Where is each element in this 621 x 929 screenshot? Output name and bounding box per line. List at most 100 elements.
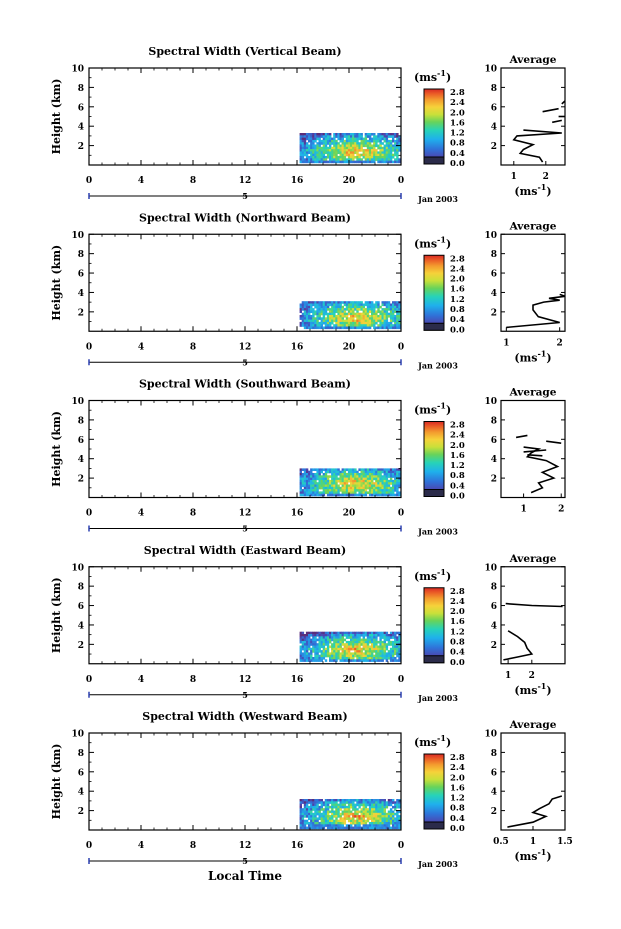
heatmap-cell bbox=[354, 482, 357, 485]
heatmap-cell bbox=[366, 477, 370, 481]
heatmap-cell bbox=[345, 493, 349, 497]
heatmap-cell bbox=[316, 303, 319, 307]
heatmap-cell bbox=[339, 640, 342, 644]
heatmap-cell bbox=[345, 479, 349, 483]
heatmap-cell bbox=[387, 133, 391, 136]
heatmap-cell bbox=[335, 149, 338, 152]
heatmap-cell bbox=[345, 301, 349, 304]
heatmap-cell bbox=[371, 144, 374, 148]
heatmap-cell bbox=[316, 475, 319, 478]
heatmap-cell bbox=[333, 324, 336, 327]
heatmap-cell bbox=[389, 135, 393, 138]
heatmap-cell bbox=[379, 149, 382, 152]
heatmap-cell bbox=[343, 151, 347, 154]
heatmap-cell bbox=[394, 805, 397, 809]
heatmap-cell bbox=[360, 133, 363, 136]
heatmap-cell bbox=[377, 310, 380, 313]
heatmap-cell bbox=[345, 151, 349, 154]
heatmap-cell bbox=[366, 156, 370, 159]
heatmap-cell bbox=[381, 317, 384, 320]
heatmap-cell bbox=[387, 149, 391, 152]
heatmap-cell bbox=[389, 657, 393, 660]
heatmap-cell bbox=[396, 315, 399, 318]
heatmap-cell bbox=[301, 151, 305, 154]
heatmap-cell bbox=[339, 493, 342, 497]
heatmap-cell bbox=[329, 303, 332, 307]
heatmap-cell bbox=[299, 158, 302, 161]
heatmap-cell bbox=[335, 640, 338, 644]
heatmap-cell bbox=[312, 149, 315, 152]
heatmap-cell bbox=[371, 321, 374, 325]
heatmap-cell bbox=[377, 153, 380, 157]
colorbar-tick-label: 2.4 bbox=[450, 597, 465, 607]
heatmap-cell bbox=[324, 822, 328, 825]
colorbar-unit: (ms-1) bbox=[414, 733, 451, 749]
heatmap-cell bbox=[314, 824, 317, 827]
heatmap-cell bbox=[331, 149, 334, 152]
heatmap-cell bbox=[387, 153, 391, 157]
heatmap-cell bbox=[385, 156, 389, 159]
average-x-tick-label: 2 bbox=[557, 338, 563, 348]
heatmap-cell bbox=[310, 135, 313, 138]
heatmap-cell bbox=[356, 801, 359, 804]
heatmap-cell bbox=[305, 158, 309, 161]
heatmap-cell bbox=[343, 808, 347, 811]
heatmap-cell bbox=[310, 303, 313, 307]
heatmap-cell bbox=[341, 473, 344, 476]
heatmap-cell bbox=[329, 315, 332, 318]
heatmap-cell bbox=[394, 484, 397, 488]
heatmap-cell bbox=[362, 482, 365, 485]
heatmap-cell bbox=[320, 305, 323, 309]
heatmap-cell bbox=[316, 482, 319, 485]
heatmap-cell bbox=[379, 652, 382, 655]
heatmap-cell bbox=[398, 826, 401, 830]
average-profile-segment bbox=[542, 107, 559, 113]
y-axis-label: Height (km) bbox=[50, 577, 63, 653]
colorbar-tick-label: 0.4 bbox=[450, 648, 465, 658]
heatmap-cell bbox=[381, 801, 384, 804]
heatmap-cell bbox=[326, 810, 330, 814]
heatmap-cell bbox=[377, 482, 380, 485]
heatmap-cell bbox=[379, 305, 382, 309]
heatmap-cell bbox=[339, 805, 342, 809]
heatmap-cell bbox=[383, 301, 386, 304]
heatmap-cell bbox=[358, 647, 361, 651]
heatmap-cell bbox=[301, 822, 305, 825]
heatmap-cell bbox=[375, 822, 378, 825]
heatmap-cell bbox=[337, 643, 340, 646]
heatmap-cell bbox=[312, 799, 315, 802]
heatmap-cell bbox=[324, 326, 328, 330]
heatmap-cell bbox=[396, 475, 399, 478]
heatmap-cell bbox=[362, 468, 365, 471]
heatmap-cell bbox=[392, 303, 395, 307]
heatmap-cell bbox=[335, 144, 338, 148]
heatmap-cell bbox=[303, 819, 307, 823]
heatmap-cell bbox=[326, 634, 330, 637]
heatmap-cell bbox=[389, 133, 393, 136]
heatmap-cell bbox=[368, 801, 372, 804]
heatmap-cell bbox=[381, 808, 384, 811]
heatmap-cell bbox=[379, 817, 382, 820]
heatmap-cell bbox=[364, 475, 368, 478]
heatmap-cell bbox=[366, 151, 370, 154]
heatmap-cell bbox=[366, 312, 370, 316]
heatmap-cell bbox=[356, 146, 359, 150]
y-tick-label: 8 bbox=[78, 84, 84, 94]
heatmap-cell bbox=[368, 324, 372, 327]
heatmap-cell bbox=[387, 803, 391, 807]
heatmap-cell bbox=[318, 326, 321, 330]
heatmap-cell bbox=[303, 312, 307, 316]
heatmap-cell bbox=[301, 144, 305, 148]
heatmap-cell bbox=[331, 312, 334, 316]
heatmap-cell bbox=[335, 475, 338, 478]
heatmap-cell bbox=[305, 810, 309, 814]
heatmap-cell bbox=[366, 636, 370, 639]
heatmap-cell bbox=[333, 634, 336, 637]
heatmap-cell bbox=[337, 303, 340, 307]
heatmap-cell bbox=[343, 812, 347, 816]
heatmap-cell bbox=[335, 135, 338, 138]
heatmap-cell bbox=[360, 326, 363, 330]
heatmap-cell bbox=[354, 135, 357, 138]
heatmap-cell bbox=[301, 315, 305, 318]
heatmap-cell bbox=[339, 475, 342, 478]
